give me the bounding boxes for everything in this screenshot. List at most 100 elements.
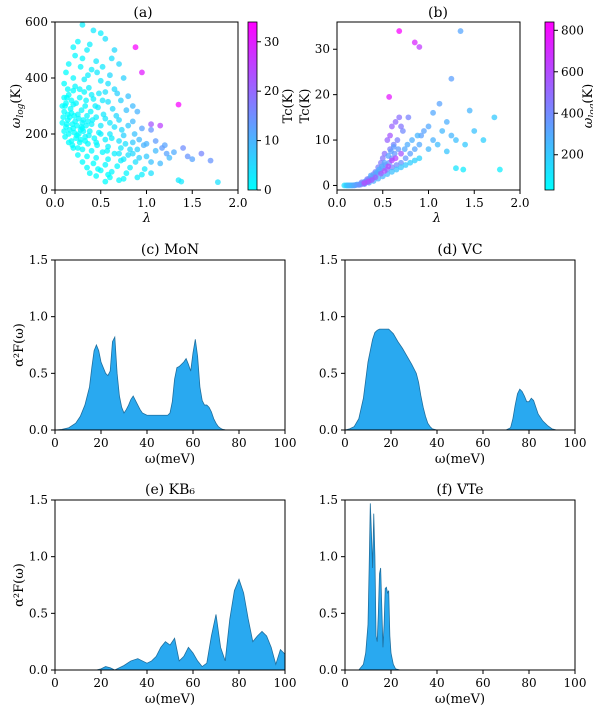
panel-a-colorbar-tick-label: 0: [264, 183, 272, 197]
panel-a-point: [134, 146, 141, 153]
panel-a-point: [152, 138, 159, 144]
panel-a-point: [72, 52, 79, 59]
panel-f-y-tick-label: 1.5: [319, 493, 338, 507]
panel-a-point: [116, 150, 122, 157]
panel-c-y-tick-label: 1.0: [29, 310, 48, 324]
panel-b-point: [405, 114, 412, 121]
panel-a-point: [102, 35, 109, 42]
panel-a-point: [70, 87, 77, 94]
panel-e-x-label: ω(meV): [145, 692, 195, 707]
panel-d-y-tick-label: 1.5: [319, 253, 338, 267]
panel-a-point: [79, 159, 86, 165]
panel-a-point: [62, 133, 68, 140]
panel-a-x-tick-label: 1.0: [137, 196, 156, 210]
panel-a-point: [74, 122, 80, 129]
panel-b-point: [393, 166, 400, 173]
panel-a-point: [114, 163, 121, 170]
panel-a-point: [59, 119, 66, 126]
panel-a-x-label: λ: [142, 211, 151, 226]
panel-c-y-ticks: 0.0 0.5 1.0 1.5: [29, 253, 55, 437]
panel-e-x-tick-label: 60: [185, 676, 200, 690]
panel-a-point: [93, 139, 100, 146]
panel-a-point: [111, 47, 118, 53]
panel-a-point: [97, 131, 104, 137]
panel-a-point: [84, 112, 90, 119]
panel-f-x-tick-label: 20: [383, 676, 398, 690]
panel-b-point: [386, 94, 393, 100]
panel-c-title: (c) MoN: [141, 242, 199, 258]
panel-d-x-tick-label: 20: [383, 436, 398, 450]
panel-a-y-tick-label: 400: [25, 71, 48, 85]
panel-a-y-tick-label: 0: [40, 183, 48, 197]
panel-a-point: [100, 111, 107, 118]
panel-a-point: [71, 129, 78, 136]
panel-b-y-tick-label: 20: [315, 88, 330, 102]
panel-e-y-tick-label: 0.0: [29, 663, 48, 677]
panel-b-point: [392, 118, 399, 125]
panel-a-point: [79, 125, 86, 132]
panel-d: (d) VC 0 20 40 60 80 100 0.0 0.5 1.0 1.5 ω(meV): [319, 242, 587, 467]
panel-b-point: [436, 100, 443, 107]
panel-a-point: [127, 164, 133, 171]
panel-a-point: [82, 103, 89, 109]
panel-c-y-tick-label: 0.5: [29, 366, 48, 380]
panel-f-frame: [344, 499, 576, 671]
panel-d-x-label: ω(meV): [435, 452, 485, 467]
panel-b-points: [341, 28, 503, 189]
panel-a-point: [157, 122, 164, 129]
panel-a-point: [96, 90, 102, 97]
panel-a-point: [118, 126, 125, 133]
panel-a-point: [88, 66, 95, 73]
panel-b-point: [396, 114, 403, 121]
panel-b-point: [425, 146, 432, 153]
panel-a-point: [141, 166, 148, 172]
panel-f-title: (f) VTe: [436, 482, 483, 498]
panel-b-point: [384, 137, 391, 143]
panel-b-point: [443, 148, 450, 155]
panel-a-point: [61, 128, 68, 135]
panel-a-point: [139, 171, 145, 178]
panel-b-colorbar-tick-label: 400: [561, 106, 584, 120]
panel-a-point: [85, 132, 92, 139]
panel-a-y-ticks: 0 200 400 600: [25, 15, 55, 197]
panel-a-colorbar-tick-label: 20: [264, 84, 279, 98]
panel-a-point: [86, 170, 93, 177]
panel-f-x-tick-label: 0: [341, 676, 349, 690]
panel-e-spectrum-area: [55, 578, 286, 671]
panel-a-point: [102, 178, 109, 185]
panel-b-point: [381, 168, 388, 174]
panel-d-y-tick-label: 0.5: [319, 366, 338, 380]
panel-b-colorbar-ticks: 200 400 600 800: [554, 23, 584, 162]
panel-b-point: [390, 143, 397, 150]
panel-a-point: [73, 135, 79, 142]
panel-c-frame: [54, 259, 286, 431]
panel-a-point: [85, 72, 91, 79]
panel-b-point: [404, 141, 411, 148]
panel-a-point: [125, 122, 132, 129]
panel-b-point: [407, 159, 414, 166]
panel-a-point: [120, 75, 127, 81]
panel-a-point: [108, 55, 115, 62]
panel-c-y-tick-label: 0.0: [29, 423, 48, 437]
panel-a-point: [157, 160, 164, 167]
panel-a-point: [136, 136, 143, 143]
panel-b-x-tick-label: 0.5: [373, 196, 392, 210]
panel-a-point: [87, 108, 94, 115]
panel-b-point: [443, 118, 450, 125]
panel-e-y-ticks: 0.0 0.5 1.0 1.5: [29, 493, 55, 677]
panel-a-colorbar: [247, 21, 258, 191]
panel-a-point: [134, 108, 141, 115]
panel-a-point: [148, 126, 154, 133]
panel-c-x-tick-label: 40: [139, 436, 154, 450]
panel-a-point: [81, 76, 88, 83]
panel-a-point: [107, 72, 113, 79]
panel-a-point: [207, 157, 214, 164]
panel-e-x-ticks: 0 20 40 60 80 100: [51, 670, 296, 690]
panel-a-point: [131, 131, 138, 137]
panel-f-y-ticks: 0.0 0.5 1.0 1.5: [319, 493, 345, 677]
panel-d-title: (d) VC: [437, 242, 482, 258]
panel-a-point: [148, 170, 154, 177]
panel-e: (e) KB₆ 0 20 40 60 80 100 0.0 0.5 1.0 1.5 ω(meV) α²F…: [12, 482, 296, 707]
panel-b-point: [416, 141, 423, 148]
